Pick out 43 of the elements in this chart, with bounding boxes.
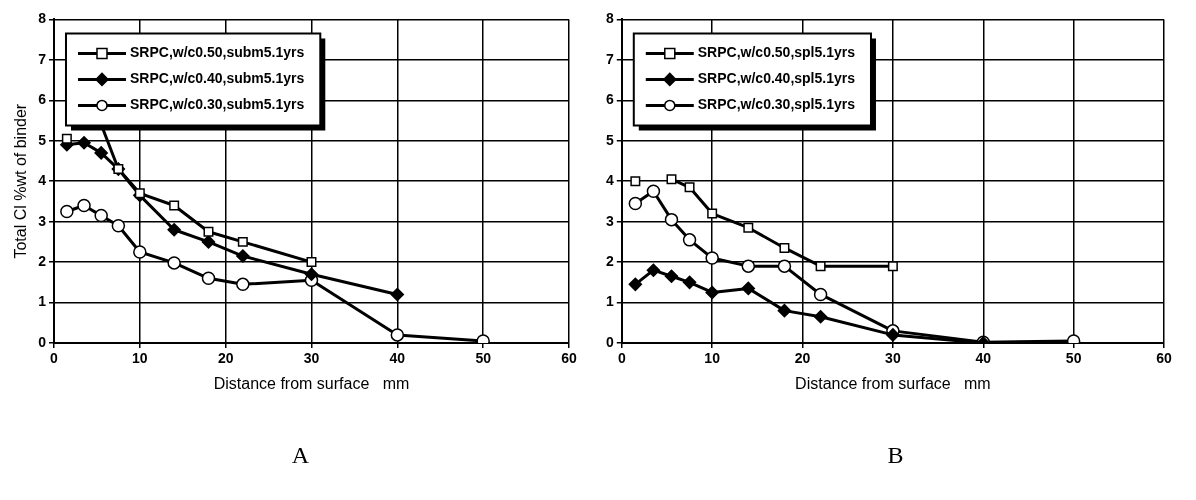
y-tick-label: 0 <box>38 333 47 350</box>
text: B <box>886 442 905 469</box>
legend-label: SRPC,w/c0.40,subm5.1yrs <box>129 70 305 87</box>
x-tick-label: 10 <box>132 350 148 367</box>
y-tick-label: 4 <box>38 172 47 189</box>
y-tick-label: 5 <box>605 131 614 148</box>
x-tick-label: 30 <box>885 350 901 367</box>
x-axis-title: Distance from surface mm <box>795 374 991 392</box>
x-tick-label: 60 <box>1156 350 1172 367</box>
y-tick-label: 0 <box>605 333 614 350</box>
x-tick-label: 0 <box>50 350 59 367</box>
y-tick-label: 3 <box>605 212 614 229</box>
x-tick-label: 50 <box>1065 350 1082 367</box>
y-tick-label: 6 <box>38 91 47 108</box>
y-tick-label: 8 <box>38 10 47 27</box>
x-tick-label: 20 <box>794 350 811 367</box>
y-tick-label: 3 <box>38 212 47 229</box>
x-tick-label: 40 <box>975 350 992 367</box>
y-tick-label: 1 <box>605 293 614 310</box>
x-tick-label: 0 <box>617 350 626 367</box>
legend-label: SRPC,w/c0.50,subm5.1yrs <box>129 44 305 61</box>
y-tick-label: 2 <box>38 252 47 269</box>
text: A <box>290 442 311 469</box>
x-axis-title: Distance from surface mm <box>213 374 410 392</box>
legend-label: SRPC,w/c0.50,spl5.1yrs <box>697 44 856 61</box>
y-tick-label: 1 <box>38 293 47 310</box>
y-tick-label: 2 <box>605 252 614 269</box>
x-tick-label: 10 <box>704 350 721 367</box>
legend-label: SRPC,w/c0.40,spl5.1yrs <box>697 70 856 87</box>
y-axis-title: Total Cl %wt of binder <box>12 103 30 259</box>
x-tick-label: 20 <box>217 350 234 367</box>
x-tick-label: 60 <box>561 350 577 367</box>
legend-label: SRPC,w/c0.30,spl5.1yrs <box>697 96 856 113</box>
y-tick-label: 8 <box>605 10 614 27</box>
y-tick-label: 6 <box>605 91 614 108</box>
y-tick-label: 7 <box>605 50 614 67</box>
legend-label: SRPC,w/c0.30,subm5.1yrs <box>129 96 305 113</box>
x-tick-label: 50 <box>475 350 492 367</box>
y-tick-label: 5 <box>38 131 47 148</box>
y-tick-label: 7 <box>38 50 47 67</box>
x-tick-label: 30 <box>303 350 320 367</box>
x-tick-label: 40 <box>389 350 406 367</box>
y-tick-label: 4 <box>605 172 614 189</box>
